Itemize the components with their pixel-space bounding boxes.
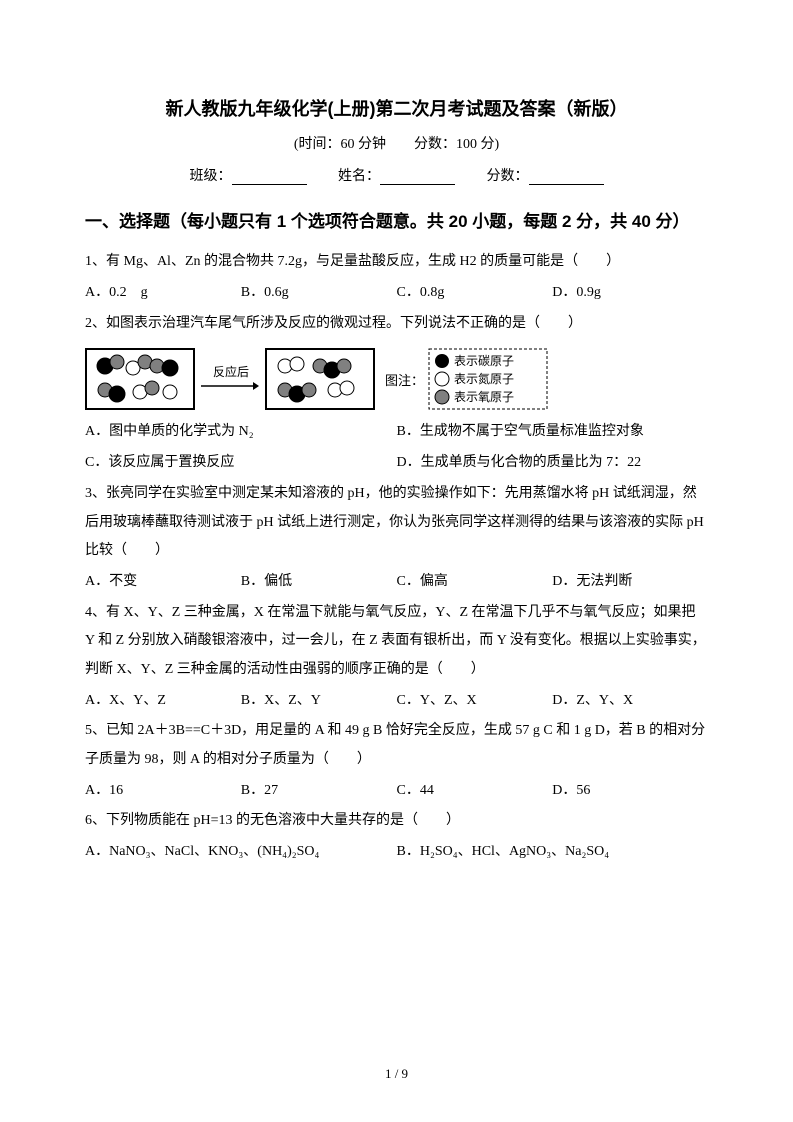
svg-text:表示碳原子: 表示碳原子 xyxy=(454,354,514,368)
q2-diagram: 反应后 图注： 表示碳原子 表示氮原子 表示氧原子 xyxy=(85,348,708,410)
exam-title: 新人教版九年级化学(上册)第二次月考试题及答案（新版） xyxy=(85,95,708,121)
svg-text:表示氮原子: 表示氮原子 xyxy=(454,371,514,386)
q6-b: B．H₂SO₄、HCl、AgNO₃、Na₂SO₄ xyxy=(397,838,709,867)
q2-a: A．图中单质的化学式为 N₂ xyxy=(85,418,397,447)
section-1-header: 一、选择题（每小题只有 1 个选项符合题意。共 20 小题，每题 2 分，共 4… xyxy=(85,203,708,240)
score-blank[interactable] xyxy=(529,169,604,185)
q2-b: B．生成物不属于空气质量标准监控对象 xyxy=(397,418,709,447)
q4-b: B．X、Z、Y xyxy=(241,687,397,716)
q6-a: A．NaNO₃、NaCl、KNO₃、(NH₄)₂SO₄ xyxy=(85,838,397,867)
score-label: 分数： xyxy=(487,169,529,184)
q5-d: D．56 xyxy=(552,777,708,806)
q2-options-cd: C．该反应属于置换反应 D．生成单质与化合物的质量比为 7：22 xyxy=(85,449,708,478)
q4-options: A．X、Y、Z B．X、Z、Y C．Y、Z、X D．Z、Y、X xyxy=(85,687,708,716)
q1-text: 1、有 Mg、Al、Zn 的混合物共 7.2g，与足量盐酸反应，生成 H2 的质… xyxy=(85,248,708,277)
name-blank[interactable] xyxy=(380,169,455,185)
svg-text:表示氧原子: 表示氧原子 xyxy=(454,390,514,404)
q5-options: A．16 B．27 C．44 D．56 xyxy=(85,777,708,806)
q1-options: A．0.2 g B．0.6g C．0.8g D．0.9g xyxy=(85,279,708,308)
q3-a: A．不变 xyxy=(85,568,241,597)
svg-text:反应后: 反应后 xyxy=(213,364,249,379)
q4-text: 4、有 X、Y、Z 三种金属，X 在常温下就能与氧气反应，Y、Z 在常温下几乎不… xyxy=(85,599,708,685)
q3-c: C．偏高 xyxy=(397,568,553,597)
q3-b: B．偏低 xyxy=(241,568,397,597)
q2-c: C．该反应属于置换反应 xyxy=(85,449,397,478)
reaction-after-box xyxy=(265,348,375,410)
q3-text: 3、张亮同学在实验室中测定某未知溶液的 pH，他的实验操作如下：先用蒸馏水将 p… xyxy=(85,480,708,566)
q2-text: 2、如图表示治理汽车尾气所涉及反应的微观过程。下列说法不正确的是（ ） xyxy=(85,310,708,339)
q2-options-ab: A．图中单质的化学式为 N₂ B．生成物不属于空气质量标准监控对象 xyxy=(85,418,708,447)
class-label: 班级： xyxy=(190,169,232,184)
q5-c: C．44 xyxy=(397,777,553,806)
q1-a: A．0.2 g xyxy=(85,279,241,308)
page-number: 1 / 9 xyxy=(0,1066,793,1082)
reaction-arrow: 反应后 xyxy=(199,364,261,394)
reaction-before-box xyxy=(85,348,195,410)
q3-options: A．不变 B．偏低 C．偏高 D．无法判断 xyxy=(85,568,708,597)
student-info: 班级： 姓名： 分数： xyxy=(85,165,708,185)
q6-options-ab: A．NaNO₃、NaCl、KNO₃、(NH₄)₂SO₄ B．H₂SO₄、HCl、… xyxy=(85,838,708,867)
q5-text: 5、已知 2A＋3B==C＋3D，用足量的 A 和 49 g B 恰好完全反应，… xyxy=(85,717,708,774)
legend-label: 图注： xyxy=(385,370,424,389)
q5-a: A．16 xyxy=(85,777,241,806)
q1-c: C．0.8g xyxy=(397,279,553,308)
q1-b: B．0.6g xyxy=(241,279,397,308)
q3-d: D．无法判断 xyxy=(552,568,708,597)
exam-subtitle: (时间：60 分钟 分数：100 分) xyxy=(85,133,708,153)
q2-d: D．生成单质与化合物的质量比为 7：22 xyxy=(397,449,709,478)
q5-b: B．27 xyxy=(241,777,397,806)
q4-a: A．X、Y、Z xyxy=(85,687,241,716)
name-label: 姓名： xyxy=(338,169,380,184)
q6-text: 6、下列物质能在 pH=13 的无色溶液中大量共存的是（ ） xyxy=(85,807,708,836)
q4-c: C．Y、Z、X xyxy=(397,687,553,716)
q4-d: D．Z、Y、X xyxy=(552,687,708,716)
legend-box: 表示碳原子 表示氮原子 表示氧原子 xyxy=(428,348,548,410)
q1-d: D．0.9g xyxy=(552,279,708,308)
class-blank[interactable] xyxy=(232,169,307,185)
